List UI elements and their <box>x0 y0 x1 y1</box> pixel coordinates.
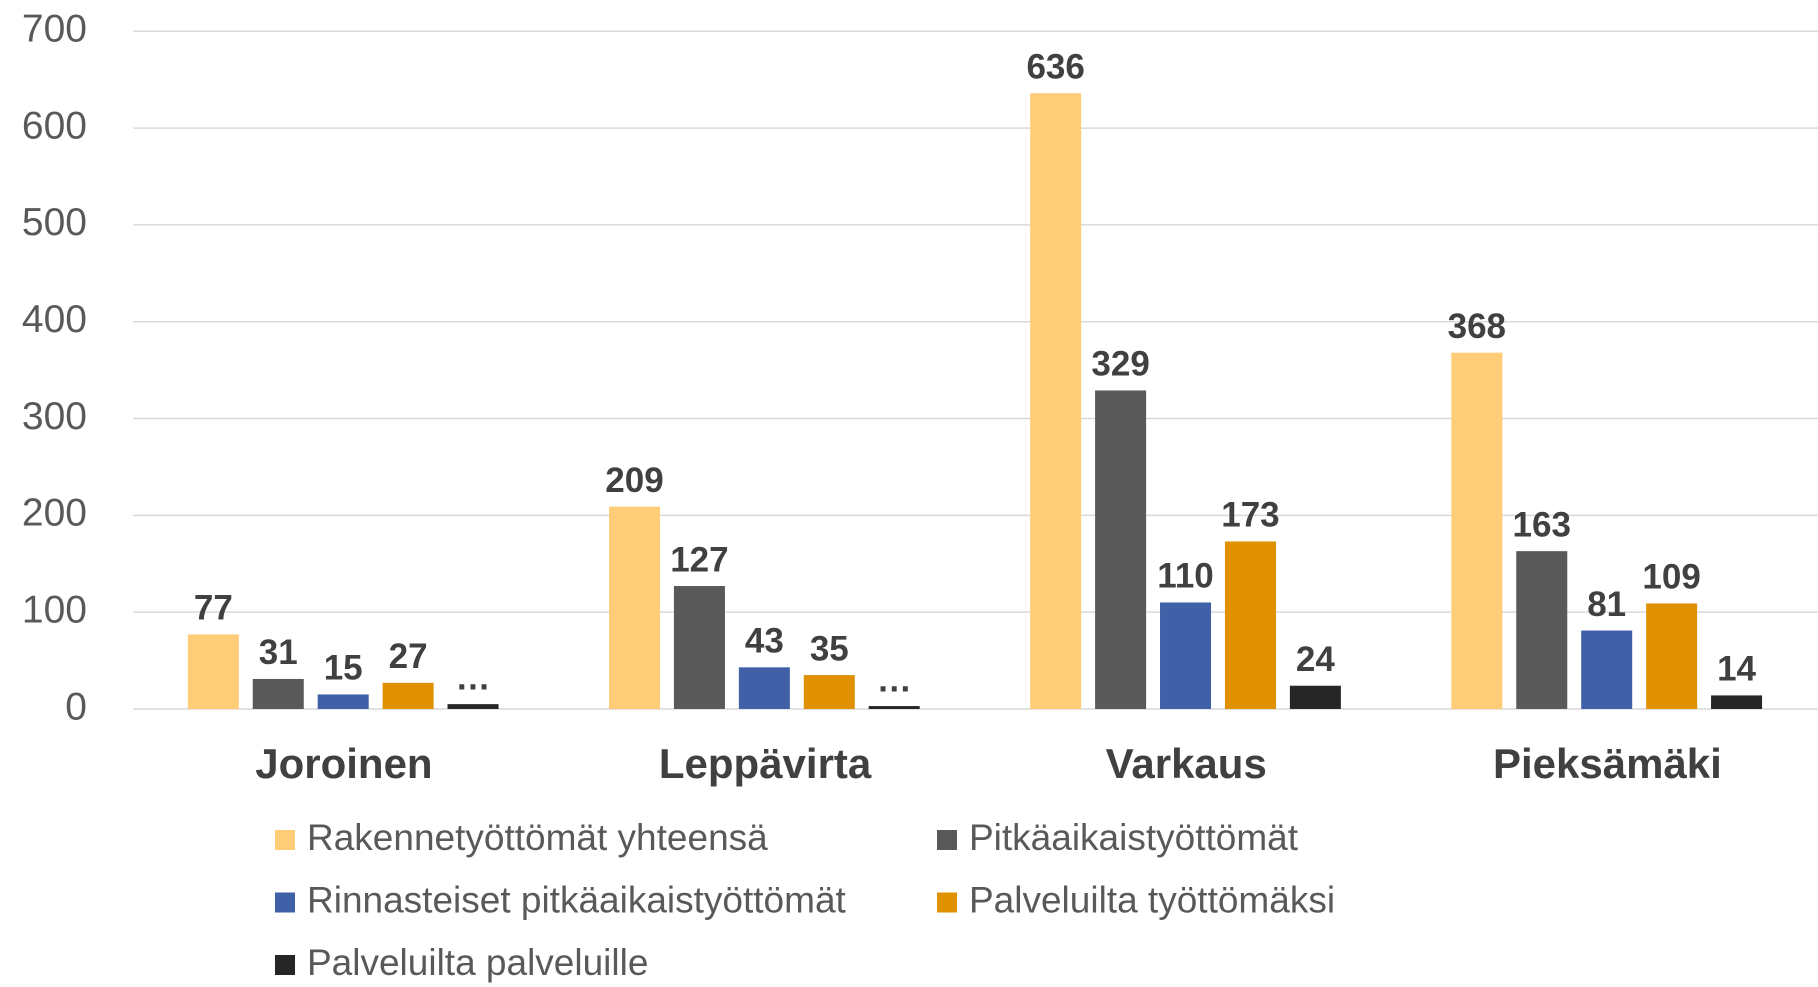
y-tick-label: 0 <box>65 685 87 728</box>
bar <box>1160 602 1212 709</box>
bar <box>1451 352 1503 709</box>
bar <box>673 586 725 709</box>
y-tick-label: 600 <box>22 104 87 147</box>
bar <box>803 675 855 709</box>
value-label: 110 <box>1157 557 1213 596</box>
x-tick-label: Joroinen <box>255 740 432 787</box>
legend-swatch <box>937 892 957 913</box>
y-tick-label: 400 <box>22 298 87 341</box>
value-label: 163 <box>1513 505 1571 544</box>
bar <box>1224 541 1276 709</box>
y-tick-label: 300 <box>22 395 87 438</box>
x-tick-label: Pieksämäki <box>1493 740 1722 787</box>
y-tick-label: 700 <box>22 8 87 51</box>
y-tick-label: 500 <box>22 201 87 244</box>
value-label: 14 <box>1717 650 1756 689</box>
value-label: … <box>877 660 912 699</box>
bar <box>1030 93 1082 709</box>
value-label: … <box>456 658 491 697</box>
value-label: 368 <box>1448 307 1506 346</box>
bar <box>447 704 499 709</box>
bar <box>738 667 790 709</box>
value-label: 31 <box>259 633 298 672</box>
legend-label: Palveluilta työttömäksi <box>969 879 1335 920</box>
value-label: 15 <box>324 649 363 688</box>
bar <box>608 506 661 709</box>
value-label: 27 <box>389 637 428 676</box>
x-tick-label: Varkaus <box>1106 740 1267 787</box>
bar <box>868 706 920 709</box>
bar <box>187 634 239 709</box>
x-tick-label: Leppävirta <box>659 740 872 787</box>
bar <box>317 694 369 709</box>
legend-swatch <box>275 955 295 975</box>
value-label: 81 <box>1587 585 1626 624</box>
value-label: 77 <box>194 589 233 628</box>
legend-label: Rinnasteiset pitkäaikaistyöttömät <box>307 879 847 920</box>
value-label: 173 <box>1221 496 1279 535</box>
legend-swatch <box>937 830 957 850</box>
value-label: 35 <box>810 629 849 668</box>
value-label: 109 <box>1642 558 1700 597</box>
legend-label: Rakennetyöttömät yhteensä <box>307 817 768 858</box>
legend-swatch <box>275 830 295 850</box>
legend-swatch <box>275 892 295 913</box>
value-label: 127 <box>670 540 728 579</box>
value-label: 329 <box>1091 345 1149 384</box>
value-label: 209 <box>605 461 663 500</box>
bar <box>1711 695 1763 709</box>
legend-label: Palveluilta palveluille <box>307 942 648 983</box>
bar <box>1646 603 1698 709</box>
value-label: 24 <box>1296 640 1335 679</box>
bar <box>252 678 304 709</box>
legend-label: Pitkäaikaistyöttömät <box>969 817 1299 858</box>
y-tick-label: 200 <box>22 492 87 535</box>
bar <box>1289 685 1341 709</box>
bar <box>382 682 434 709</box>
bar <box>1581 630 1633 709</box>
bar <box>1516 551 1568 709</box>
bar <box>1095 390 1147 709</box>
y-tick-label: 100 <box>22 588 87 631</box>
value-label: 43 <box>745 622 784 661</box>
value-label: 636 <box>1026 47 1084 86</box>
